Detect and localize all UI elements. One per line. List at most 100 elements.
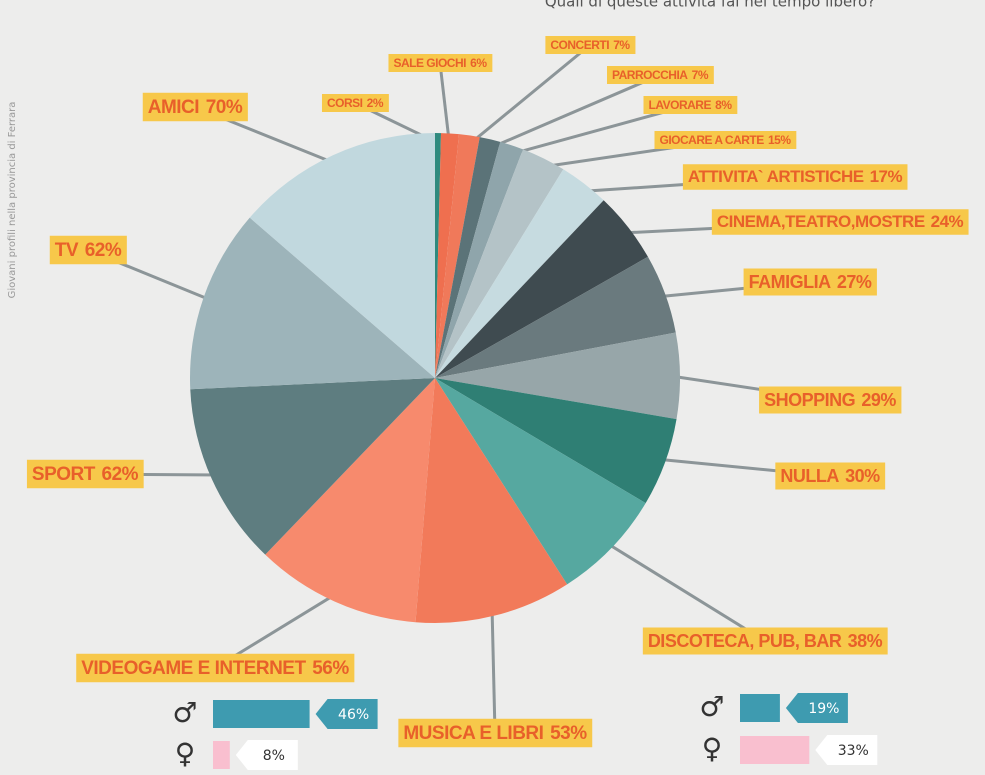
category: CORSI bbox=[327, 96, 363, 110]
value-tag bbox=[315, 699, 378, 729]
value-label: 33% bbox=[838, 743, 869, 759]
label-text: SHOPPING 29% bbox=[764, 390, 896, 410]
pie-slice bbox=[415, 378, 568, 623]
bar bbox=[740, 694, 780, 722]
value-label: 62% bbox=[85, 240, 122, 261]
value-label: 38% bbox=[848, 631, 883, 651]
pie-slice bbox=[435, 134, 480, 378]
category: AMICI bbox=[148, 97, 200, 118]
label-text: FAMIGLIA 27% bbox=[749, 272, 872, 292]
label-box bbox=[775, 462, 886, 490]
pie-slice bbox=[435, 256, 676, 378]
label-box bbox=[388, 54, 493, 72]
value-label: 17% bbox=[870, 167, 903, 186]
category: DISCOTECA, PUB, BAR bbox=[648, 631, 842, 651]
slice-label: SALE GIOCHI 6% bbox=[388, 54, 493, 72]
gender-bars: ♂ 46% ♀ 8% ♂ 19% ♀ 33% bbox=[172, 690, 878, 770]
slice-label: CORSI 2% bbox=[321, 94, 389, 112]
label-box bbox=[49, 235, 127, 265]
category: LAVORARE bbox=[649, 98, 712, 112]
bar bbox=[740, 736, 810, 764]
pie-slice bbox=[249, 133, 435, 378]
slice-label: TV 62% bbox=[49, 235, 127, 265]
gender-symbol: ♀ bbox=[175, 737, 196, 770]
slice-label: DISCOTECA, PUB, BAR 38% bbox=[642, 627, 888, 655]
category: SPORT bbox=[32, 464, 96, 485]
value-label: 53% bbox=[550, 723, 587, 744]
label-text: VIDEOGAME E INTERNET 56% bbox=[81, 658, 349, 679]
slice-label: ATTIVITA` ARTISTICHE 17% bbox=[682, 164, 908, 190]
category: VIDEOGAME E INTERNET bbox=[81, 658, 306, 679]
label-text: CONCERTI 7% bbox=[550, 38, 630, 52]
value-label: 56% bbox=[312, 658, 349, 679]
pie-slice bbox=[190, 378, 435, 555]
label-text: AMICI 70% bbox=[148, 97, 243, 118]
slice-label: PARROCCHIA 7% bbox=[607, 66, 714, 84]
pie-slice bbox=[435, 137, 501, 378]
label-text: LAVORARE 8% bbox=[649, 98, 733, 112]
leader-line bbox=[490, 605, 497, 734]
label-box bbox=[643, 96, 738, 114]
pie-slice bbox=[435, 149, 564, 378]
slice-label: VIDEOGAME E INTERNET 56% bbox=[76, 653, 355, 683]
pie-slice bbox=[435, 169, 604, 378]
category: PARROCCHIA bbox=[612, 68, 688, 82]
category: NULLA bbox=[780, 466, 839, 486]
leader-line bbox=[467, 43, 591, 147]
leader-line bbox=[603, 540, 766, 643]
value-label: 46% bbox=[338, 707, 369, 723]
pie-slice bbox=[435, 200, 648, 378]
slice-label: CONCERTI 7% bbox=[545, 36, 636, 54]
value-label: 7% bbox=[692, 68, 709, 82]
label-text: MUSICA E LIBRI 53% bbox=[403, 723, 587, 744]
slice-label: NULLA 30% bbox=[775, 462, 886, 490]
label-box bbox=[743, 268, 877, 296]
value-label: 19% bbox=[808, 701, 839, 717]
category: FAMIGLIA bbox=[749, 272, 831, 292]
gender-symbol: ♂ bbox=[699, 690, 724, 723]
category: CONCERTI bbox=[550, 38, 609, 52]
value-tag bbox=[815, 735, 878, 765]
value-label: 2% bbox=[367, 96, 384, 110]
category: TV bbox=[55, 240, 79, 261]
pie-slice bbox=[435, 141, 524, 378]
category: CINEMA,TEATRO,MOSTRE bbox=[717, 212, 925, 231]
subtitle: Quali di queste attività fai nel tempo l… bbox=[545, 0, 875, 11]
label-text: SALE GIOCHI 6% bbox=[393, 56, 487, 70]
label-box bbox=[545, 36, 636, 54]
value-label: 27% bbox=[837, 272, 872, 292]
label-box bbox=[398, 718, 593, 748]
label-text: NULLA 30% bbox=[780, 466, 880, 486]
slice-label: SPORT 62% bbox=[26, 459, 144, 489]
label-box bbox=[607, 66, 714, 84]
bar bbox=[213, 700, 310, 728]
value-label: 8% bbox=[715, 98, 732, 112]
label-text: CORSI 2% bbox=[327, 96, 384, 110]
label-text: CINEMA,TEATRO,MOSTRE 24% bbox=[717, 212, 964, 231]
value-label: 62% bbox=[102, 464, 139, 485]
value-label: 30% bbox=[845, 466, 880, 486]
category: ATTIVITA` ARTISTICHE bbox=[688, 167, 864, 186]
pie-slice bbox=[435, 378, 646, 585]
value-tag bbox=[785, 693, 848, 723]
gender-symbol: ♂ bbox=[172, 696, 197, 729]
category: SALE GIOCHI bbox=[393, 56, 466, 70]
slice-label: FAMIGLIA 27% bbox=[743, 268, 877, 296]
leader-line bbox=[438, 62, 451, 144]
slice-label: LAVORARE 8% bbox=[643, 96, 738, 114]
value-label: 7% bbox=[613, 38, 630, 52]
label-box bbox=[759, 386, 902, 414]
label-text: GIOCARE A CARTE 15% bbox=[659, 133, 791, 147]
label-box bbox=[142, 92, 248, 122]
label-box bbox=[711, 209, 969, 235]
label-text: PARROCCHIA 7% bbox=[612, 68, 709, 82]
value-tag bbox=[235, 740, 298, 770]
label-box bbox=[682, 164, 908, 190]
label-text: DISCOTECA, PUB, BAR 38% bbox=[648, 631, 883, 651]
label-text: ATTIVITA` ARTISTICHE 17% bbox=[688, 167, 903, 186]
value-label: 6% bbox=[470, 56, 487, 70]
value-label: 8% bbox=[263, 748, 285, 764]
pie-slice bbox=[190, 217, 435, 390]
category: MUSICA E LIBRI bbox=[403, 723, 543, 744]
